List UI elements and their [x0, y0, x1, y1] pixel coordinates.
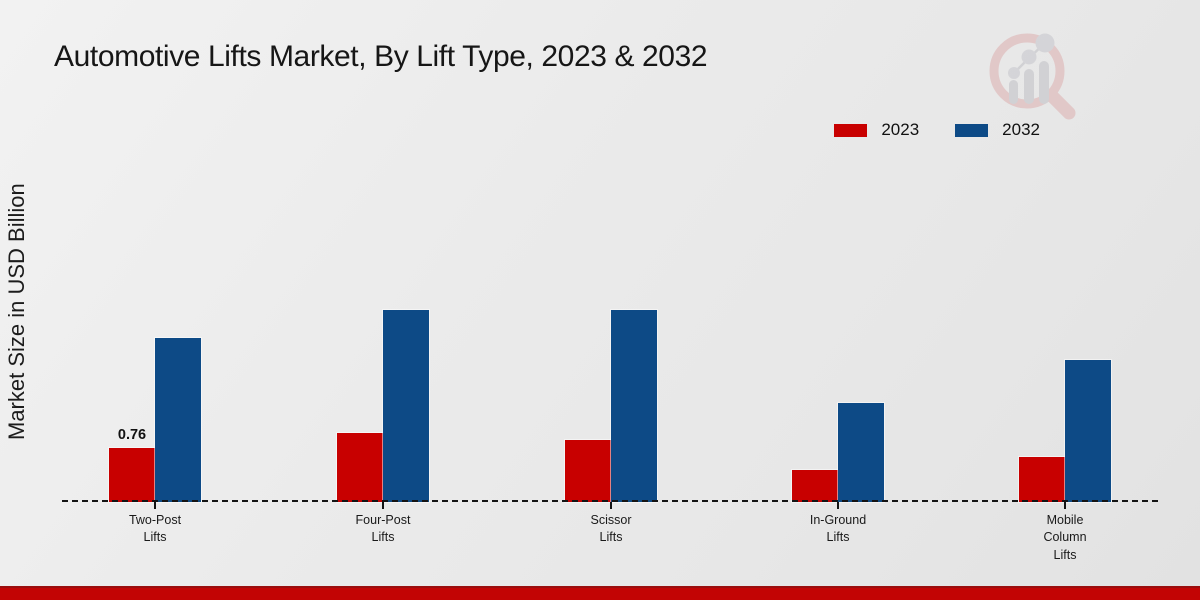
x-axis-baseline: [62, 500, 1158, 502]
x-axis-tick-two-post-lifts: [154, 502, 156, 509]
logo-dot-small: [1008, 67, 1020, 79]
legend-item-2032: 2032: [955, 120, 1040, 140]
x-axis-label-two-post-lifts: Two-Post Lifts: [128, 513, 182, 545]
magnifier-lens-icon: [989, 33, 1065, 109]
logo-bar-medium: [1024, 69, 1034, 104]
bar-2032-scissor-lifts: [610, 309, 658, 503]
legend-label-2023: 2023: [881, 120, 920, 139]
legend-swatch-2032: [955, 123, 989, 137]
magnifier-handle-icon: [1044, 88, 1076, 120]
bar-value-label: 0.76: [117, 427, 147, 444]
x-axis-tick-mobile-column-lifts: [1064, 502, 1066, 509]
bar-2023-two-post-lifts: [108, 447, 156, 503]
x-axis-tick-in-ground-lifts: [837, 502, 839, 509]
footer-accent-band: [0, 586, 1200, 600]
legend: 2023 2032: [834, 120, 1040, 140]
legend-swatch-2023: [834, 123, 868, 137]
logo-bar-small: [1009, 80, 1018, 104]
bar-2032-in-ground-lifts: [837, 401, 885, 503]
bar-2032-four-post-lifts: [382, 309, 430, 503]
x-axis-label-scissor-lifts: Scissor Lifts: [590, 513, 632, 545]
bar-2023-scissor-lifts: [564, 439, 612, 503]
logo-dot-medium: [1021, 49, 1037, 65]
bar-2032-two-post-lifts: [154, 336, 202, 503]
x-axis-tick-scissor-lifts: [610, 502, 612, 509]
bar-2023-mobile-column-lifts: [1018, 456, 1066, 503]
legend-item-2023: 2023: [834, 120, 919, 140]
legend-label-2032: 2032: [1002, 120, 1040, 139]
x-axis-label-in-ground-lifts: In-Ground Lifts: [809, 513, 867, 545]
chart-title: Automotive Lifts Market, By Lift Type, 2…: [54, 40, 708, 73]
bar-2032-mobile-column-lifts: [1064, 359, 1112, 503]
bar-2023-in-ground-lifts: [791, 469, 839, 503]
bar-2023-four-post-lifts: [336, 432, 384, 503]
x-axis-label-four-post-lifts: Four-Post Lifts: [355, 513, 411, 545]
brand-watermark-logo: [989, 33, 1076, 120]
x-axis-label-mobile-column-lifts: Mobile Column Lifts: [1043, 513, 1087, 562]
x-axis-tick-four-post-lifts: [382, 502, 384, 509]
logo-bar-large: [1039, 61, 1049, 104]
logo-dot-large: [1035, 33, 1055, 53]
